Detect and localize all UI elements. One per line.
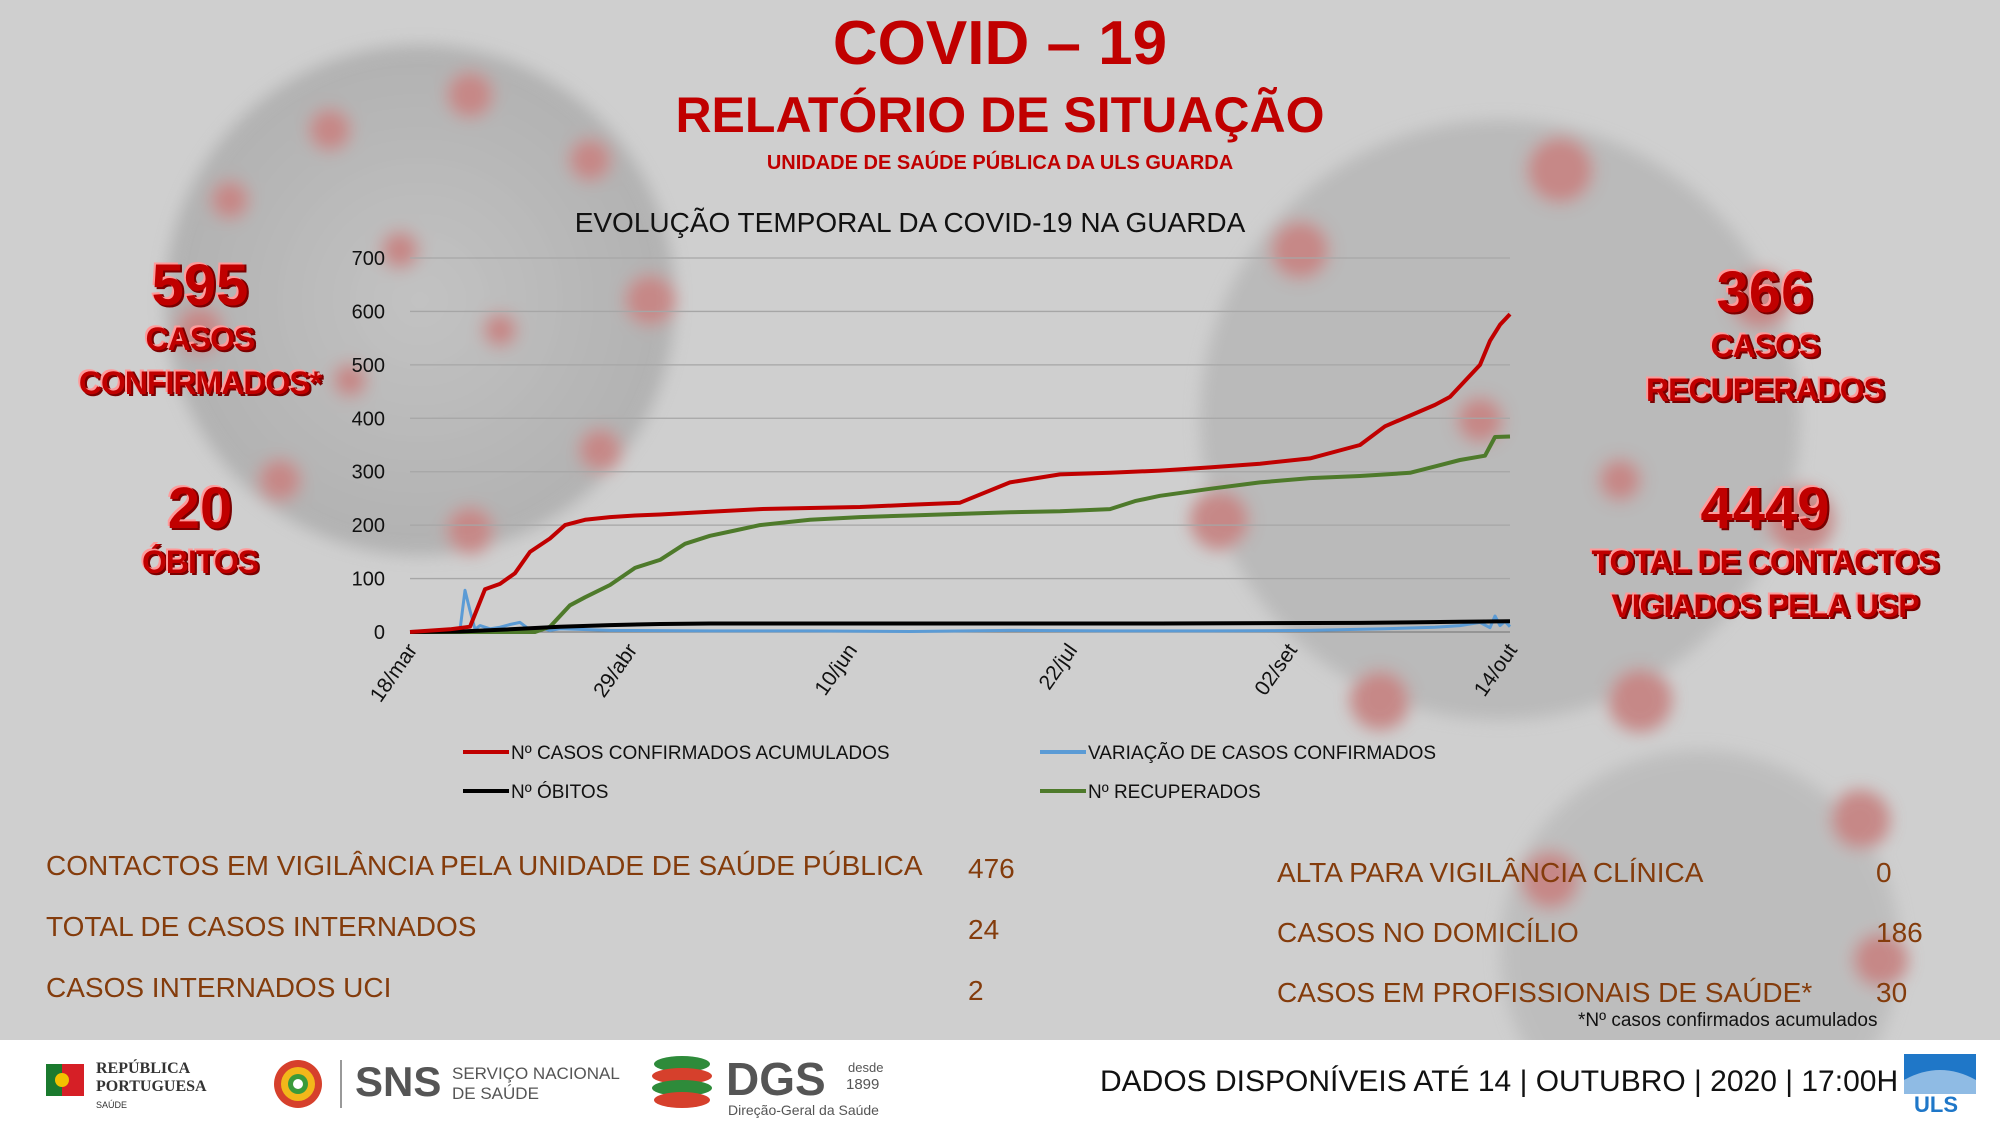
deaths-label: ÓBITOS — [141, 544, 259, 580]
contacts-value: 4449 — [1700, 476, 1830, 541]
confirmed-stat: 595 CASOS CONFIRMADOS* — [60, 255, 340, 405]
y-tick-label: 600 — [352, 301, 385, 323]
legend-label: Nº CASOS CONFIRMADOS ACUMULADOS — [511, 743, 890, 764]
confirmed-label-2: CONFIRMADOS* — [78, 365, 322, 401]
series-line-3 — [410, 434, 1511, 634]
republica-portuguesa-flag-icon — [46, 1064, 84, 1096]
data-date: DADOS DISPONÍVEIS ATÉ 14 | OUTUBRO | 202… — [1100, 1065, 1899, 1098]
logo-dgs-since-2: 1899 — [846, 1076, 880, 1093]
contacts-label-2: VIGIADOS PELA USP — [1611, 588, 1919, 624]
logo-uls: ULS — [1914, 1092, 1958, 1117]
stat-value: 24 — [968, 914, 1000, 945]
x-axis-ticks: 18/mar 29/abr 10/jun 22/jul 02/set 14/out — [366, 640, 1522, 707]
footnote: *Nº casos confirmados acumulados — [1578, 1010, 1878, 1031]
legend-label: Nº ÓBITOS — [511, 781, 608, 803]
stat-value: 0 — [1876, 857, 1892, 888]
sns-logo-icon — [274, 1060, 322, 1108]
y-tick-label: 400 — [352, 408, 385, 430]
x-tick-label: 22/jul — [1034, 640, 1082, 694]
series-line-2 — [409, 619, 1511, 634]
stat-label: TOTAL DE CASOS INTERNADOS — [46, 911, 477, 942]
recovered-stat: 366 CASOS RECUPERADOS — [1560, 262, 1970, 412]
logo-sns: SNS — [355, 1058, 442, 1105]
deaths-stat: 20 ÓBITOS — [60, 478, 340, 584]
chart-title: EVOLUÇÃO TEMPORAL DA COVID-19 NA GUARDA — [575, 207, 1246, 238]
recovered-value: 366 — [1716, 260, 1814, 325]
y-tick-label: 100 — [352, 569, 385, 591]
stat-value: 186 — [1876, 917, 1923, 948]
logo-rep-3: SAÚDE — [96, 1100, 128, 1110]
y-tick-label: 700 — [352, 248, 385, 270]
stat-label: ALTA PARA VIGILÂNCIA CLÍNICA — [1277, 857, 1704, 888]
report-unit: UNIDADE DE SAÚDE PÚBLICA DA ULS GUARDA — [766, 152, 1234, 174]
logo-dgs-sub: Direção-Geral da Saúde — [728, 1102, 879, 1118]
footer — [0, 1040, 2000, 1125]
x-tick-label: 18/mar — [366, 640, 422, 707]
y-tick-label: 500 — [352, 355, 385, 377]
report-subtitle: RELATÓRIO DE SITUAÇÃO — [675, 87, 1325, 143]
chart-series — [409, 312, 1512, 634]
x-tick-label: 02/set — [1250, 640, 1302, 700]
uls-logo-icon — [1904, 1054, 1976, 1094]
stat-label: CASOS NO DOMICÍLIO — [1277, 917, 1579, 948]
y-tick-label: 0 — [374, 622, 385, 644]
dgs-logo-icon — [652, 1056, 712, 1108]
deaths-value: 20 — [167, 476, 233, 541]
series-line-0 — [409, 312, 1512, 634]
stat-value: 2 — [968, 975, 984, 1006]
logo-sns-sub-2: DE SAÚDE — [452, 1084, 539, 1103]
chart-grid — [410, 257, 1510, 633]
recovered-label-2: RECUPERADOS — [1646, 372, 1885, 408]
x-tick-label: 10/jun — [810, 640, 862, 700]
legend-label: Nº RECUPERADOS — [1088, 782, 1261, 803]
x-tick-label: 29/abr — [589, 640, 642, 702]
logo-rep-1: REPÚBLICA — [96, 1060, 191, 1077]
stat-label: CONTACTOS EM VIGILÂNCIA PELA UNIDADE DE … — [46, 850, 923, 881]
evolution-chart: EVOLUÇÃO TEMPORAL DA COVID-19 NA GUARDA … — [352, 207, 1523, 803]
y-tick-label: 200 — [352, 515, 385, 537]
x-tick-label: 14/out — [1470, 640, 1522, 701]
logo-sns-sub-1: SERVIÇO NACIONAL — [452, 1064, 620, 1083]
recovered-label-1: CASOS — [1710, 328, 1821, 364]
confirmed-value: 595 — [151, 253, 249, 318]
contacts-stat: 4449 TOTAL DE CONTACTOS VIGIADOS PELA US… — [1560, 478, 1970, 628]
report-title: COVID – 19 — [832, 9, 1168, 78]
logo-rep-2: PORTUGUESA — [96, 1078, 207, 1095]
confirmed-label-1: CASOS — [145, 321, 256, 357]
y-axis-ticks: 0 100 200 300 400 500 600 700 — [352, 248, 385, 644]
contacts-label-1: TOTAL DE CONTACTOS — [1591, 544, 1939, 580]
logo-divider — [340, 1060, 342, 1108]
logo-dgs: DGS — [726, 1053, 826, 1105]
chart-legend: Nº CASOS CONFIRMADOS ACUMULADOS VARIAÇÃO … — [463, 742, 1436, 803]
y-tick-label: 300 — [352, 462, 385, 484]
stat-label: CASOS INTERNADOS UCI — [46, 972, 392, 1003]
stat-value: 30 — [1876, 977, 1908, 1008]
legend-label: VARIAÇÃO DE CASOS CONFIRMADOS — [1088, 742, 1436, 764]
virus-background — [165, 45, 1908, 1040]
stat-value: 476 — [968, 853, 1015, 884]
stat-label: CASOS EM PROFISSIONAIS DE SAÚDE* — [1277, 977, 1813, 1008]
logo-dgs-since-1: desde — [848, 1060, 884, 1075]
